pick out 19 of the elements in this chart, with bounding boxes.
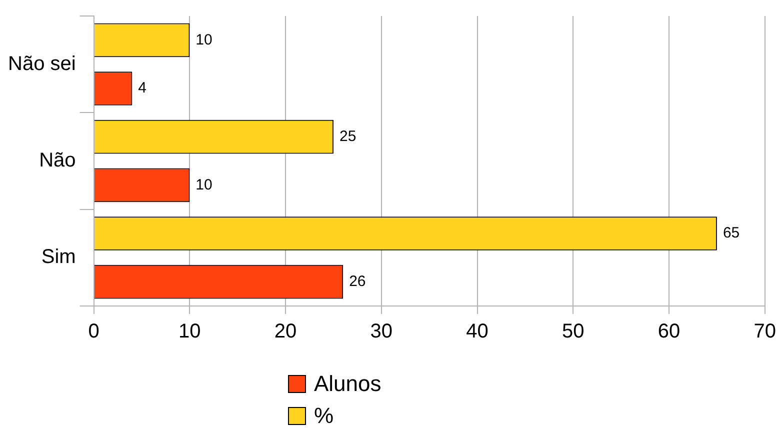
x-tick-label: 30 [370,320,393,343]
data-label: 26 [349,272,366,290]
x-tick-label: 70 [754,320,776,343]
legend-label: % [314,403,334,429]
y-tick-label: Sim [41,246,76,268]
y-tick-label: Não sei [8,52,76,75]
x-tick-label: 10 [178,320,201,343]
data-label: 65 [722,224,740,242]
x-tick-label: 0 [88,320,100,343]
data-label: 25 [339,128,356,145]
x-tick-label: 40 [466,320,488,343]
data-label: 4 [138,80,147,97]
x-tick-label: 50 [562,320,584,343]
y-tick-label: Não [39,150,76,172]
data-label: 10 [196,176,212,194]
x-tick-label: 20 [274,320,297,343]
legend-label: Alunos [314,371,382,397]
data-label: 10 [196,31,212,48]
x-tick-label: 60 [658,320,680,343]
